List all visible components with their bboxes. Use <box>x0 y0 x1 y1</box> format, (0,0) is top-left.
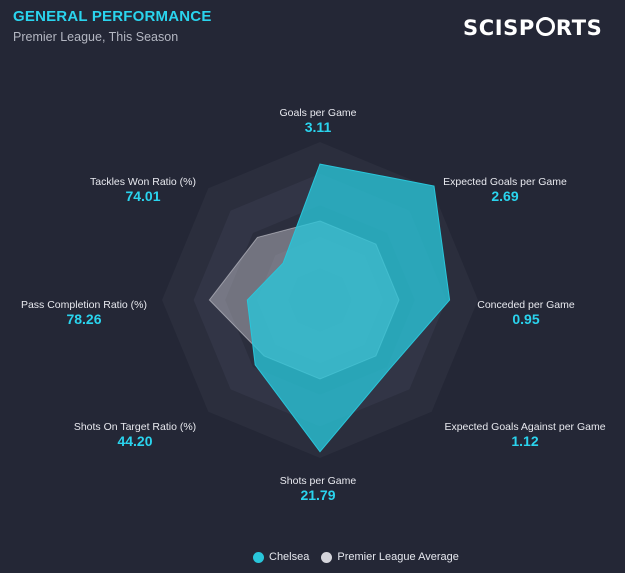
legend-swatch-chelsea <box>253 551 264 563</box>
axis-label-shots-per-game: Shots per Game <box>280 475 357 487</box>
axis-label-expected-goals-against-per-game: Expected Goals Against per Game <box>444 421 605 433</box>
axis-value-expected-goals-against-per-game: 1.12 <box>511 433 538 449</box>
axis-label-conceded-per-game: Conceded per Game <box>477 299 575 311</box>
axis-value-goals-per-game: 3.11 <box>305 119 332 135</box>
legend-item-chelsea[interactable]: Chelsea <box>253 551 309 563</box>
chart-title: GENERAL PERFORMANCE <box>13 8 212 25</box>
chart-subtitle: Premier League, This Season <box>13 30 179 44</box>
legend: Chelsea Premier League Average <box>253 551 471 563</box>
axis-value-shots-per-game: 21.79 <box>300 487 335 503</box>
legend-label-chelsea: Chelsea <box>269 551 310 563</box>
axis-value-pass-completion-ratio: 78.26 <box>66 311 101 327</box>
legend-item-league-average[interactable]: Premier League Average <box>321 551 459 563</box>
legend-swatch-league-average <box>321 551 333 563</box>
axis-label-shots-on-target-ratio: Shots On Target Ratio (%) <box>74 421 196 433</box>
axis-label-goals-per-game: Goals per Game <box>279 107 356 119</box>
axis-value-conceded-per-game: 0.95 <box>512 311 539 327</box>
scisports-logo: SCISP RTS <box>463 16 602 40</box>
axis-label-pass-completion-ratio: Pass Completion Ratio (%) <box>21 299 147 311</box>
axis-label-expected-goals-per-game: Expected Goals per Game <box>443 176 567 188</box>
axis-value-expected-goals-per-game: 2.69 <box>491 188 518 204</box>
series-polygon-chelsea <box>246 163 451 453</box>
axis-value-tackles-won-ratio: 74.01 <box>125 188 160 204</box>
legend-label-league-average: Premier League Average <box>337 551 459 563</box>
logo-text-end: RTS <box>555 16 603 40</box>
axis-value-shots-on-target-ratio: 44.20 <box>117 433 152 449</box>
axis-label-tackles-won-ratio: Tackles Won Ratio (%) <box>90 176 196 188</box>
logo-ring-icon <box>535 17 555 36</box>
logo-text-start: SCISP <box>463 16 535 40</box>
